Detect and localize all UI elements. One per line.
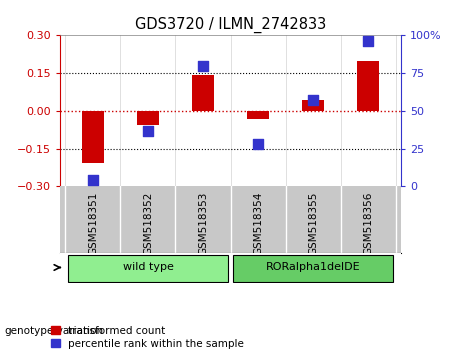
FancyBboxPatch shape	[233, 255, 393, 282]
Point	[144, 128, 152, 133]
Text: genotype/variation: genotype/variation	[5, 326, 104, 336]
Bar	[192, 75, 214, 111]
Point	[89, 178, 97, 183]
Bar	[247, 111, 269, 119]
Bar	[82, 111, 104, 162]
Legend: transformed count, percentile rank within the sample: transformed count, percentile rank withi…	[51, 326, 244, 349]
Text: wild type: wild type	[123, 262, 173, 273]
Point	[364, 39, 372, 44]
Point	[199, 63, 207, 68]
Text: GSM518356: GSM518356	[363, 192, 373, 255]
Text: GSM518352: GSM518352	[143, 192, 153, 255]
Text: GSM518354: GSM518354	[253, 192, 263, 255]
Text: GSM518353: GSM518353	[198, 192, 208, 255]
Text: GSM518351: GSM518351	[88, 192, 98, 255]
Text: RORalpha1delDE: RORalpha1delDE	[266, 262, 361, 273]
Bar	[302, 99, 324, 111]
Text: GSM518355: GSM518355	[308, 192, 318, 255]
Point	[309, 98, 317, 103]
Title: GDS3720 / ILMN_2742833: GDS3720 / ILMN_2742833	[135, 16, 326, 33]
Point	[254, 141, 262, 147]
Bar	[357, 61, 379, 111]
FancyBboxPatch shape	[68, 255, 228, 282]
Bar	[137, 111, 159, 125]
